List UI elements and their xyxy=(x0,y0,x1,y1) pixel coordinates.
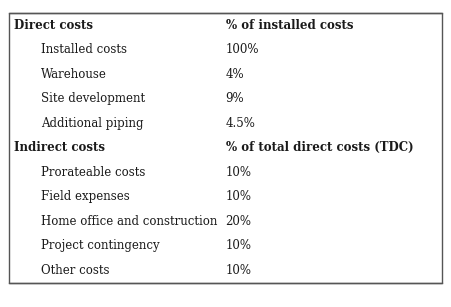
Text: 4%: 4% xyxy=(226,68,244,81)
Text: 4.5%: 4.5% xyxy=(226,117,255,130)
Text: 20%: 20% xyxy=(226,215,252,228)
Text: 9%: 9% xyxy=(226,92,244,105)
Text: % of installed costs: % of installed costs xyxy=(226,19,353,32)
Text: Indirect costs: Indirect costs xyxy=(14,141,105,154)
Text: Prorateable costs: Prorateable costs xyxy=(41,166,145,179)
Text: Field expenses: Field expenses xyxy=(41,190,129,203)
Text: Project contingency: Project contingency xyxy=(41,239,159,252)
Text: 10%: 10% xyxy=(226,166,252,179)
Text: Site development: Site development xyxy=(41,92,145,105)
Text: Direct costs: Direct costs xyxy=(14,19,92,32)
Text: 10%: 10% xyxy=(226,190,252,203)
Text: 100%: 100% xyxy=(226,43,259,56)
Text: Home office and construction: Home office and construction xyxy=(41,215,217,228)
Text: Other costs: Other costs xyxy=(41,264,109,277)
Text: Additional piping: Additional piping xyxy=(41,117,143,130)
Text: % of total direct costs (TDC): % of total direct costs (TDC) xyxy=(226,141,413,154)
Text: 10%: 10% xyxy=(226,239,252,252)
Text: Installed costs: Installed costs xyxy=(41,43,127,56)
Text: Warehouse: Warehouse xyxy=(41,68,106,81)
Text: 10%: 10% xyxy=(226,264,252,277)
